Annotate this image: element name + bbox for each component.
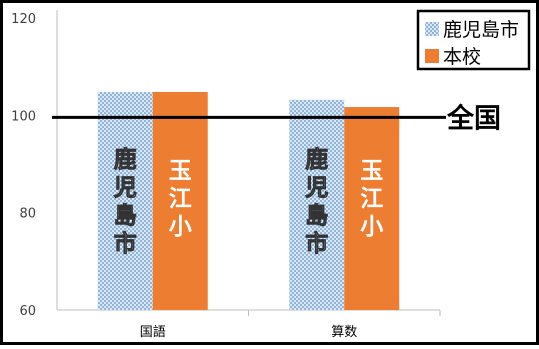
bar — [152, 91, 208, 311]
bar-label: 玉江小 — [360, 158, 383, 240]
legend-swatch — [425, 22, 439, 36]
legend-swatch — [425, 49, 439, 63]
legend-label: 鹿児島市 — [443, 19, 519, 41]
bar-label: 鹿児島市 — [113, 146, 137, 257]
reference-layer: 全国 — [52, 102, 501, 134]
x-tick-label: 国語 — [140, 324, 166, 340]
reference-line-label: 全国 — [446, 102, 501, 134]
y-tick-label: 60 — [19, 304, 36, 319]
bar — [289, 99, 345, 310]
y-tick-label: 120 — [11, 12, 36, 27]
bar — [344, 107, 400, 310]
legend-label: 本校 — [443, 46, 481, 68]
x-tick-label: 算数 — [331, 325, 357, 340]
y-tick-label: 80 — [19, 207, 36, 222]
bar — [97, 91, 153, 311]
bar-label: 玉江小 — [169, 158, 192, 240]
y-tick-label: 100 — [11, 109, 36, 124]
bar-label: 鹿児島市 — [304, 146, 328, 257]
bar-layer: 鹿児島市 鹿児島市 玉江小 玉江小 — [97, 91, 400, 311]
